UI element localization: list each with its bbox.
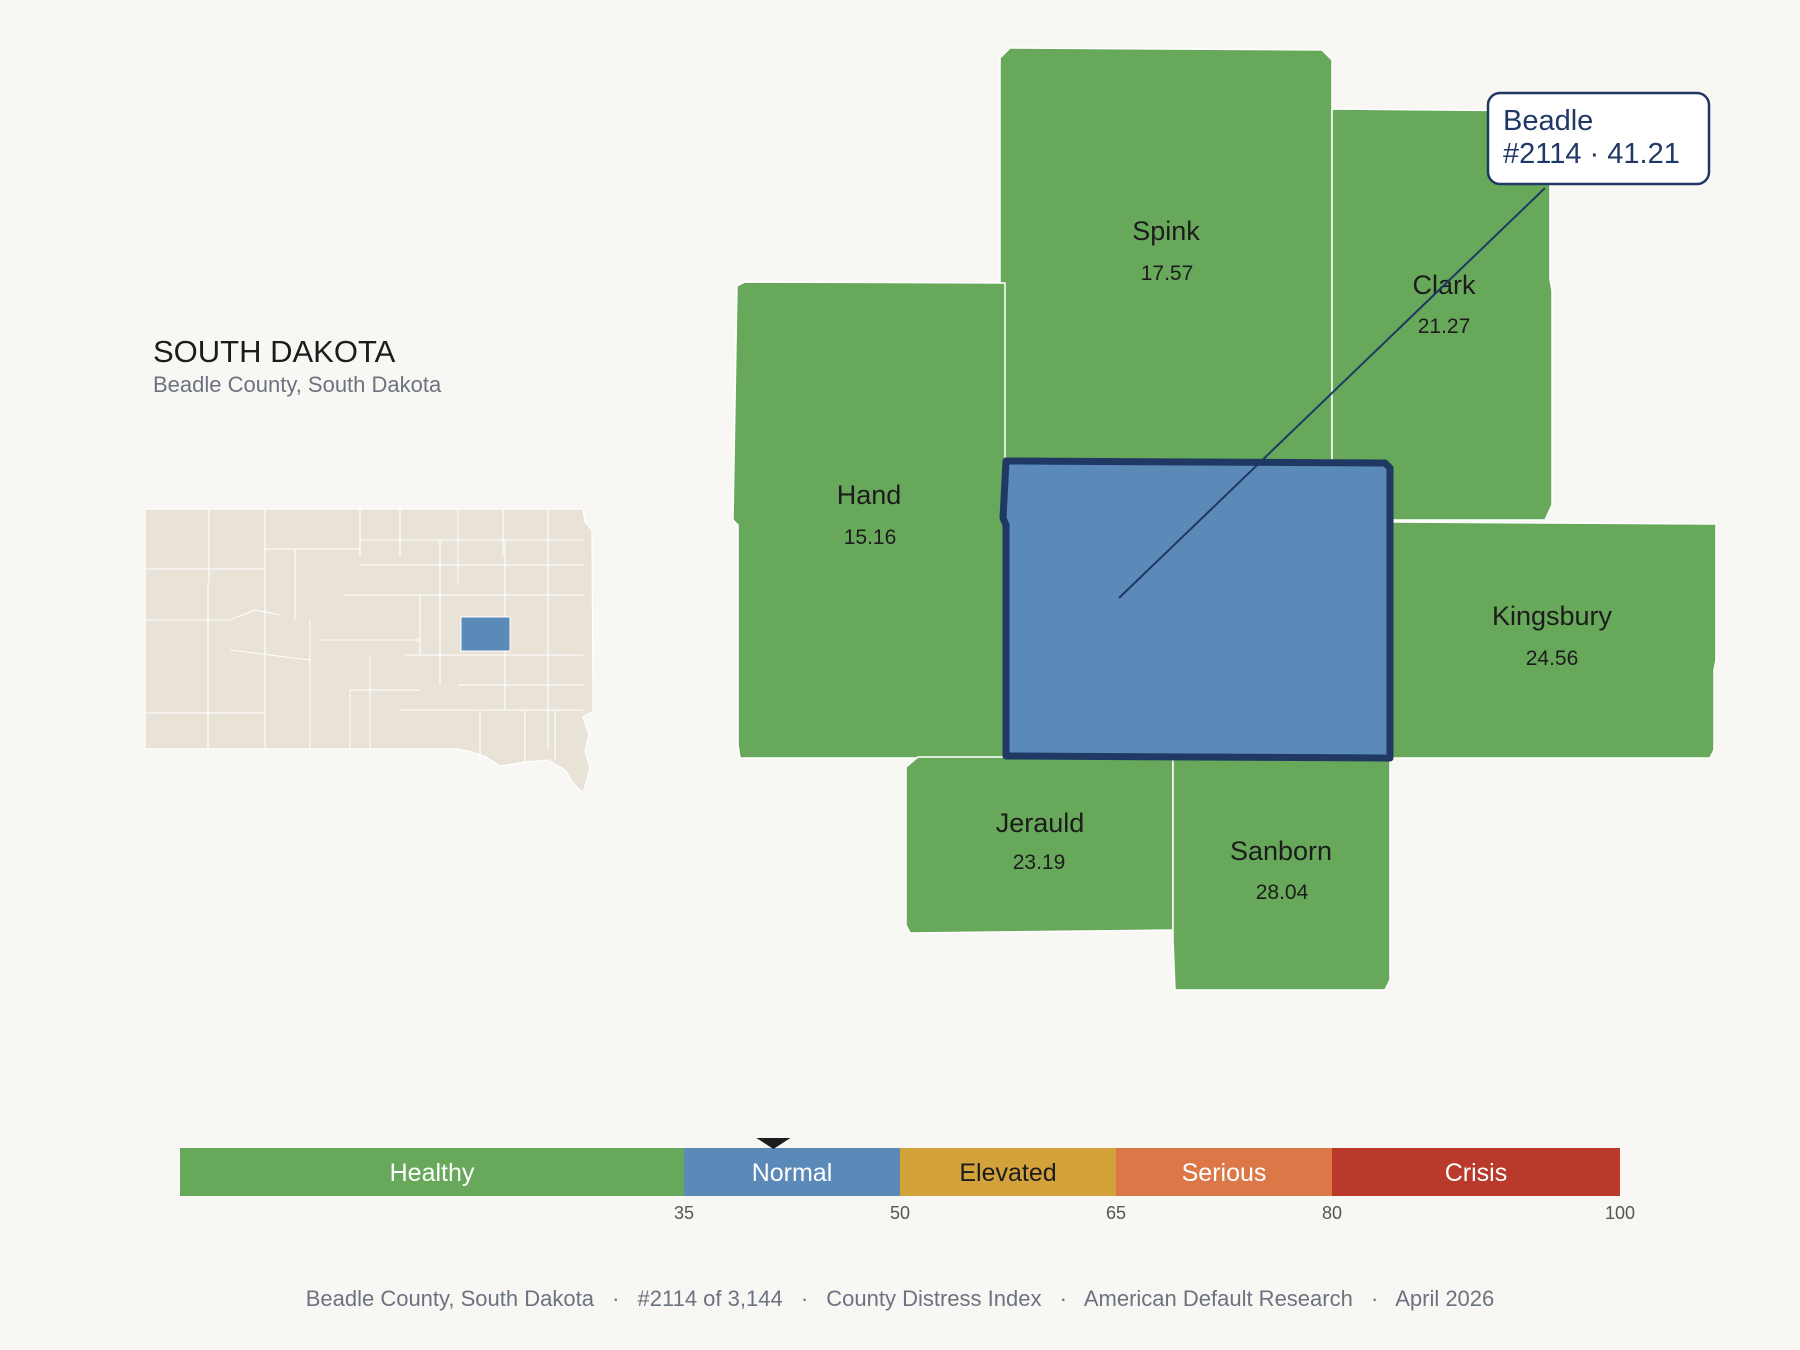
county-sanborn[interactable]: Sanborn 28.04: [1172, 756, 1391, 991]
legend-tick-label: 50: [890, 1203, 910, 1223]
footer-sep: ·: [612, 1286, 619, 1311]
legend-band-normal: [684, 1148, 900, 1196]
county-value: 15.16: [844, 526, 897, 549]
legend-band-serious: [1116, 1148, 1332, 1196]
legend-band-crisis: [1332, 1148, 1620, 1196]
footer-index-name: County Distress Index: [826, 1286, 1041, 1311]
county-jerauld[interactable]: Jerauld 23.19: [905, 756, 1174, 934]
footer-caption: Beadle County, South Dakota · #2114 of 3…: [306, 1286, 1495, 1311]
county-value: 28.04: [1256, 881, 1309, 904]
callout-county-name: Beadle: [1503, 105, 1593, 137]
county-label: Hand: [837, 480, 902, 510]
county-label: Sanborn: [1230, 836, 1332, 866]
callout-rank-value: #2114 · 41.21: [1503, 138, 1680, 170]
county-label: Spink: [1132, 216, 1200, 246]
callout-leader-line: [1118, 187, 1546, 599]
county-label: Jerauld: [996, 808, 1085, 838]
county-kingsbury[interactable]: Kingsbury 24.56: [1389, 521, 1717, 759]
county-value: 23.19: [1013, 851, 1066, 874]
inset-state-shape: [144, 508, 594, 795]
footer-sep: ·: [1060, 1286, 1067, 1311]
state-inset: SOUTH DAKOTA Beadle County, South Dakota: [144, 334, 594, 795]
legend-band-elevated: [900, 1148, 1116, 1196]
distress-scale-legend: Healthy Normal Elevated Serious Crisis 35 50 6…: [180, 1138, 1635, 1223]
state-subtitle: Beadle County, South Dakota: [153, 372, 442, 397]
legend-band-label: Crisis: [1445, 1159, 1508, 1187]
footer-rank: #2114 of 3,144: [638, 1286, 783, 1311]
county-hand[interactable]: Hand 15.16: [732, 281, 1006, 759]
county-value: 21.27: [1418, 315, 1471, 338]
county-map: Spink 17.57 Clark 21.27 Hand 15.16 Kings…: [732, 47, 1717, 991]
inset-county-lines: [145, 509, 583, 765]
inset-beadle-highlight: [460, 616, 511, 652]
footer-sep: ·: [801, 1286, 808, 1311]
county-label: Kingsbury: [1492, 601, 1613, 631]
footer-sep: ·: [1371, 1286, 1378, 1311]
footer-county: Beadle County, South Dakota: [306, 1286, 595, 1311]
callout-box: [1486, 91, 1711, 186]
legend-tick-label: 100: [1605, 1203, 1635, 1223]
focus-callout: Beadle #2114 · 41.21: [1118, 91, 1711, 599]
legend-band-label: Normal: [752, 1159, 833, 1187]
county-spink[interactable]: Spink 17.57: [999, 47, 1333, 461]
legend-tick-label: 80: [1322, 1203, 1342, 1223]
county-value: 24.56: [1526, 647, 1579, 670]
legend-band-healthy: [180, 1148, 684, 1196]
legend-band-label: Serious: [1182, 1159, 1267, 1187]
footer-date: April 2026: [1395, 1286, 1494, 1311]
state-title: SOUTH DAKOTA: [153, 334, 396, 369]
legend-band-label: Elevated: [959, 1159, 1056, 1187]
legend-tick-label: 35: [674, 1203, 694, 1223]
county-beadle-focus[interactable]: [999, 457, 1394, 762]
footer-publisher: American Default Research: [1084, 1286, 1353, 1311]
legend-tick-label: 65: [1106, 1203, 1126, 1223]
legend-band-label: Healthy: [390, 1159, 475, 1187]
county-value: 17.57: [1141, 262, 1194, 285]
current-value-marker: [756, 1138, 791, 1149]
